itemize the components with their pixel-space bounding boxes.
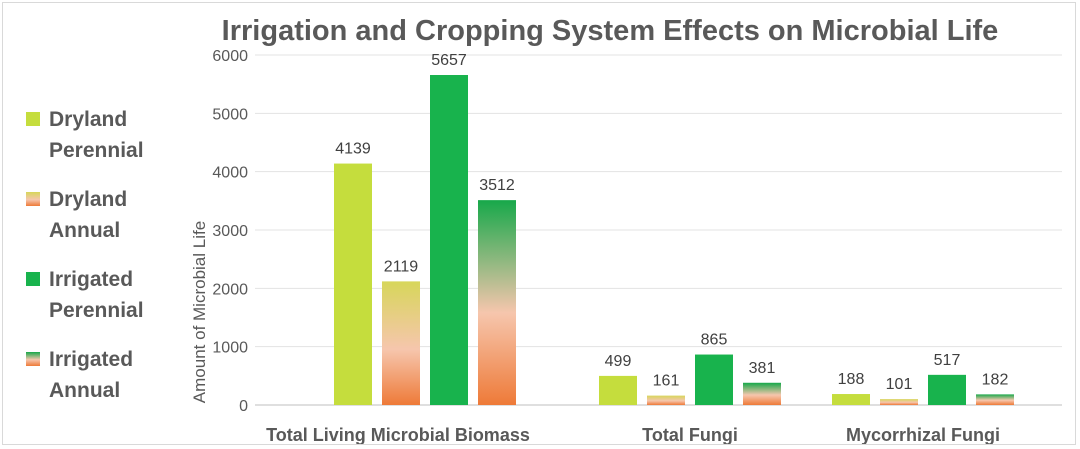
y-axis-label: Amount of Microbial Life — [190, 221, 209, 403]
bar — [695, 354, 733, 405]
bar — [647, 395, 685, 405]
x-tick-label: Total Living Microbial Biomass — [266, 425, 530, 445]
bar — [743, 382, 781, 405]
data-label: 101 — [886, 376, 913, 393]
y-tick-label: 0 — [239, 398, 248, 415]
legend: Dryland Perennial Dryland Annual Irrigated Pe… — [26, 108, 144, 402]
y-tick-label: 5000 — [212, 106, 248, 123]
bar — [382, 281, 420, 405]
data-label: 5657 — [431, 52, 467, 69]
bar — [880, 399, 918, 405]
legend-label: Dryland Annual — [49, 188, 127, 242]
data-label: 3512 — [479, 177, 515, 194]
y-tick-label: 4000 — [212, 165, 248, 182]
legend-swatch — [26, 272, 40, 286]
data-label: 188 — [838, 371, 865, 388]
data-label: 182 — [982, 371, 1009, 388]
bar — [832, 394, 870, 405]
bar — [928, 374, 966, 405]
bar — [976, 394, 1014, 405]
data-label: 381 — [749, 360, 776, 377]
bar — [430, 75, 468, 405]
x-tick-label: Mycorrhizal Fungi — [846, 425, 1000, 445]
data-label: 865 — [701, 332, 728, 349]
legend-label: Irrigated Perennial — [49, 268, 144, 322]
legend-swatch — [26, 352, 40, 366]
x-tick-label: Total Fungi — [642, 425, 738, 445]
data-label: 517 — [934, 352, 961, 369]
y-tick-label: 2000 — [212, 281, 248, 298]
legend-swatch — [26, 192, 40, 206]
y-axis: 0 1000 2000 3000 4000 5000 6000 — [212, 48, 248, 415]
data-label: 2119 — [384, 258, 419, 275]
data-label: 161 — [653, 373, 680, 390]
x-axis: Total Living Microbial Biomass Total Fung… — [266, 425, 1000, 445]
bar — [599, 375, 637, 405]
legend-label: Irrigated Annual — [49, 348, 133, 402]
data-label: 499 — [605, 353, 632, 370]
legend-swatch — [26, 112, 40, 126]
data-label: 4139 — [335, 141, 371, 158]
y-tick-label: 6000 — [212, 48, 248, 65]
bars: 4139 2119 5657 3512 499 161 865 381 188 101 517 182 — [334, 52, 1014, 405]
bar — [478, 200, 516, 405]
y-tick-label: 1000 — [212, 340, 248, 357]
bar — [334, 163, 372, 405]
y-tick-label: 3000 — [212, 223, 248, 240]
chart-title: Irrigation and Cropping System Effects o… — [222, 15, 999, 47]
legend-label: Dryland Perennial — [49, 108, 144, 162]
